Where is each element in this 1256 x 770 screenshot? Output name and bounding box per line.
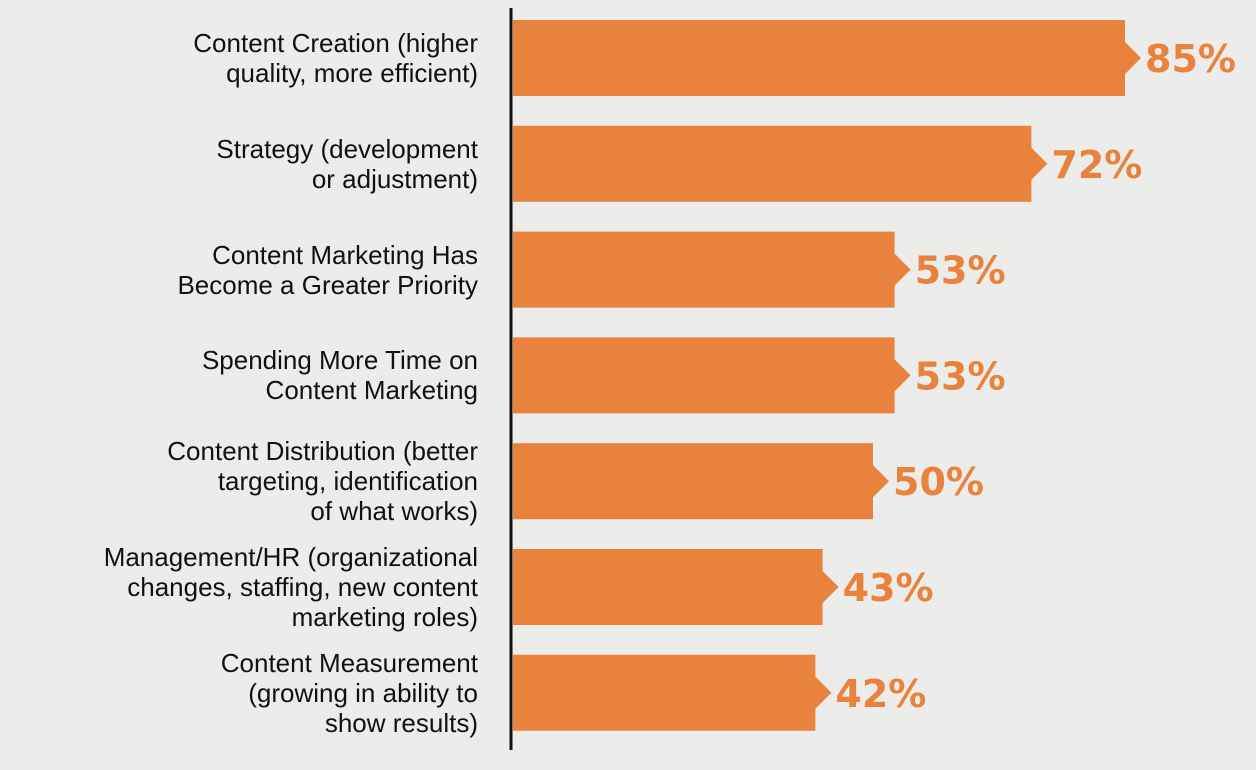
category-label-line: Content Measurement	[220, 647, 478, 678]
category-label-line: Management/HR (organizational	[103, 542, 478, 572]
value-labels-group: 85% 72% 53% 53% 50% 43% 42%	[835, 37, 1236, 716]
bar	[513, 337, 911, 414]
value-label: 42%	[835, 672, 926, 716]
category-label-line: show results)	[324, 707, 478, 738]
value-label: 50%	[893, 460, 984, 504]
bar	[513, 549, 839, 625]
value-label: 53%	[915, 249, 1006, 293]
category-label: Content Marketing Has Become a Greater Pr…	[18, 240, 478, 300]
value-label: 85%	[1145, 37, 1236, 81]
category-label: Management/HR (organizational changes, st…	[18, 542, 478, 632]
bars-group	[513, 20, 1141, 731]
category-label-line: Content Marketing Has	[212, 239, 478, 270]
category-label-line: Content Distribution (better	[167, 436, 478, 467]
category-label-line: marketing roles)	[291, 602, 478, 632]
category-label-line: or adjustment)	[311, 163, 478, 194]
bar	[513, 443, 889, 520]
category-label-line: of what works)	[310, 496, 478, 527]
category-label-line: Content Marketing	[265, 375, 478, 406]
category-label: Spending More Time on Content Marketing	[18, 345, 478, 405]
category-label: Strategy (development or adjustment)	[18, 134, 478, 194]
category-label-line: quality, more efficient)	[226, 58, 478, 88]
category-label: Content Creation (higher quality, more ef…	[18, 28, 478, 88]
category-label-line: targeting, identification	[217, 466, 478, 497]
bar	[513, 20, 1141, 96]
bar	[513, 231, 911, 308]
category-label-line: Strategy (development	[216, 133, 478, 164]
category-label-line: changes, staffing, new content	[127, 572, 478, 602]
category-label-line: Become a Greater Priority	[177, 269, 478, 300]
category-label: Content Distribution (better targeting, i…	[18, 436, 478, 526]
value-label: 53%	[915, 354, 1006, 398]
value-label: 72%	[1051, 143, 1142, 187]
category-label-line: (growing in ability to	[248, 677, 478, 708]
value-label: 43%	[843, 566, 934, 610]
category-label-line: Spending More Time on	[201, 345, 478, 376]
category-label-line: Content Creation (higher	[193, 28, 478, 58]
category-label: Content Measurement (growing in ability t…	[18, 648, 478, 738]
bar	[513, 125, 1048, 202]
bar	[513, 654, 832, 731]
